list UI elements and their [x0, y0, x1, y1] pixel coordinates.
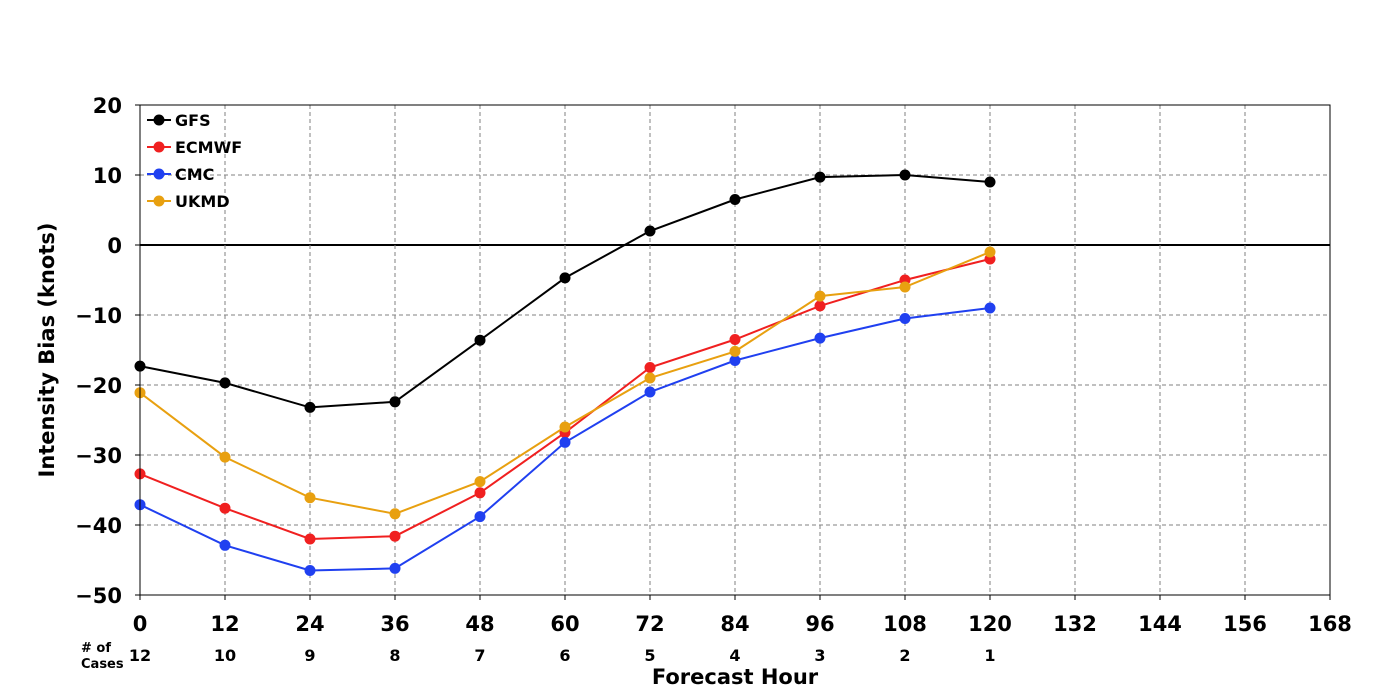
data-point — [219, 451, 231, 463]
cases-label-line1: # of — [81, 641, 111, 656]
y-tick-label: 0 — [107, 234, 122, 258]
cases-value: 10 — [214, 646, 236, 665]
x-tick-label: 72 — [635, 612, 664, 636]
data-point — [389, 396, 401, 408]
cases-value: 6 — [559, 646, 570, 665]
y-axis-title: Intensity Bias (knots) — [35, 223, 59, 478]
legend-marker — [153, 114, 165, 126]
data-point — [899, 169, 911, 181]
data-point — [474, 334, 486, 346]
series-ukmd — [134, 246, 996, 520]
x-tick-label: 96 — [805, 612, 834, 636]
legend-marker — [153, 195, 165, 207]
data-point — [814, 300, 826, 312]
x-tick-label: 120 — [968, 612, 1012, 636]
data-point — [219, 502, 231, 514]
y-tick-label: −50 — [75, 584, 122, 608]
data-point — [559, 421, 571, 433]
cases-value: 3 — [814, 646, 825, 665]
data-point — [814, 332, 826, 344]
x-tick-label: 144 — [1138, 612, 1182, 636]
legend-marker — [153, 141, 165, 153]
cases-value: 7 — [474, 646, 485, 665]
data-point — [389, 530, 401, 542]
cases-value: 1 — [984, 646, 995, 665]
data-point — [304, 401, 316, 413]
data-point — [304, 533, 316, 545]
data-point — [644, 386, 656, 398]
data-point — [899, 313, 911, 324]
plot-area-frame — [139, 104, 1331, 596]
data-point — [814, 171, 826, 183]
data-point — [984, 302, 996, 314]
x-tick-label: 12 — [210, 612, 239, 636]
x-tick-label: 0 — [133, 612, 148, 636]
data-point — [644, 372, 656, 384]
data-point — [559, 272, 571, 284]
y-tick-label: −20 — [75, 374, 122, 398]
legend-label: UKMD — [175, 192, 230, 211]
data-point — [304, 492, 316, 504]
legend-label: GFS — [175, 111, 211, 130]
data-point — [644, 225, 656, 237]
legend: GFS ECMWF CMC UKMD — [147, 111, 242, 211]
series-cmc — [134, 302, 996, 576]
data-point — [729, 194, 741, 205]
y-tick-label: −30 — [75, 444, 122, 468]
y-tick-label: −40 — [75, 514, 122, 538]
legend-item-cmc: CMC — [147, 165, 214, 184]
y-tick-labels: 20 10 0 −10 −20 −30 −40 −50 — [75, 94, 122, 608]
x-tick-label: 132 — [1053, 612, 1097, 636]
series-line — [139, 251, 991, 515]
x-tick-label: 36 — [380, 612, 409, 636]
data-point — [984, 246, 996, 258]
data-point — [219, 377, 231, 389]
data-point — [304, 565, 316, 576]
cases-value: 4 — [729, 646, 740, 665]
data-point — [474, 487, 486, 499]
x-axis-title: Forecast Hour — [652, 665, 819, 689]
data-point — [389, 508, 401, 520]
x-tick-label: 84 — [720, 612, 749, 636]
data-point — [729, 355, 741, 366]
x-tick-label: 24 — [295, 612, 324, 636]
cases-value: 8 — [389, 646, 400, 665]
data-point — [474, 476, 486, 488]
cases-value: 12 — [129, 646, 151, 665]
legend-label: ECMWF — [175, 138, 242, 157]
data-point — [474, 511, 486, 523]
cases-value: 9 — [304, 646, 315, 665]
data-point — [389, 562, 401, 574]
y-tick-label: 20 — [93, 94, 122, 118]
x-tick-label: 108 — [883, 612, 927, 636]
legend-item-ukmd: UKMD — [147, 192, 230, 211]
x-tick-label: 48 — [465, 612, 494, 636]
legend-item-gfs: GFS — [147, 111, 211, 130]
legend-label: CMC — [175, 165, 214, 184]
legend-item-ecmwf: ECMWF — [147, 138, 242, 157]
data-point — [219, 539, 231, 551]
data-point — [729, 345, 741, 357]
x-tick-label: 60 — [550, 612, 579, 636]
cases-label-line2: Cases — [81, 657, 124, 672]
x-tick-labels: 0 12 24 36 48 60 72 84 96 108 120 132 144 156 168 — [133, 612, 1352, 636]
series-layer — [134, 169, 996, 576]
cases-row: # of Cases 12 10 9 8 7 6 5 4 3 2 1 — [81, 641, 996, 672]
series-gfs — [134, 169, 996, 413]
x-tick-label: 168 — [1308, 612, 1352, 636]
cases-value: 2 — [899, 646, 910, 665]
x-tick-label: 156 — [1223, 612, 1267, 636]
cases-value: 5 — [644, 646, 655, 665]
y-tick-label: 10 — [93, 164, 122, 188]
data-point — [729, 334, 741, 345]
data-point — [814, 290, 826, 302]
y-tick-label: −10 — [75, 304, 122, 328]
data-point — [984, 176, 996, 188]
data-point — [644, 362, 656, 373]
data-point — [559, 436, 571, 448]
legend-marker — [153, 168, 165, 180]
data-point — [899, 281, 911, 293]
